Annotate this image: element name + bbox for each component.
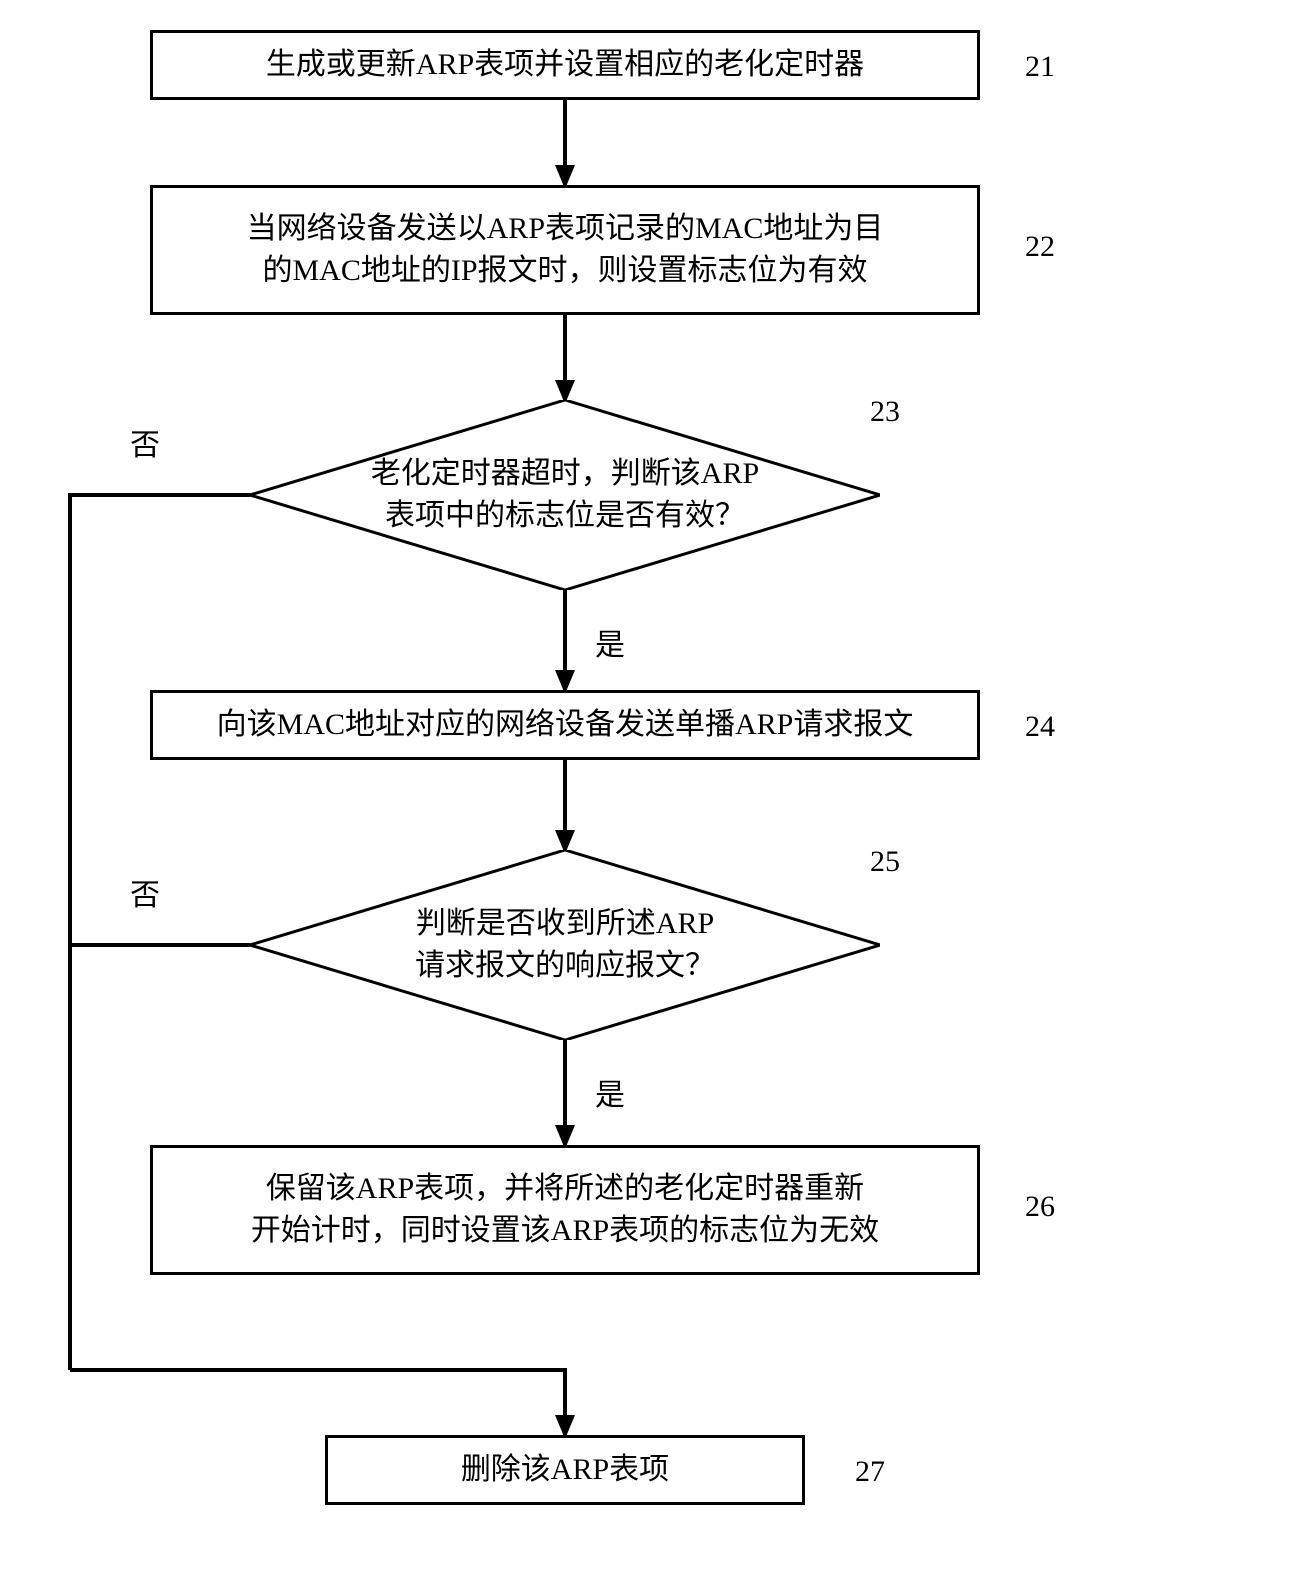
label-23-no: 否	[130, 420, 160, 464]
label-25-yes: 是	[595, 1070, 625, 1114]
node-25-text: 判断是否收到所述ARP请求报文的响应报文？	[415, 903, 715, 987]
node-22-text: 当网络设备发送以ARP表项记录的MAC地址为目的MAC地址的IP报文时，则设置标…	[247, 208, 884, 292]
node-26-text: 保留该ARP表项，并将所述的老化定时器重新开始计时，同时设置该ARP表项的标志位…	[251, 1168, 879, 1252]
flowchart: 生成或更新ARP表项并设置相应的老化定时器 21 当网络设备发送以ARP表项记录…	[0, 0, 1292, 1593]
node-24: 向该MAC地址对应的网络设备发送单播ARP请求报文	[150, 690, 980, 760]
step-num-22: 22	[1025, 230, 1055, 264]
step-num-27: 27	[855, 1455, 885, 1489]
label-25-no: 否	[130, 870, 160, 914]
step-num-24: 24	[1025, 710, 1055, 744]
step-num-25: 25	[870, 845, 900, 879]
label-23-yes: 是	[595, 620, 625, 664]
node-27-text: 删除该ARP表项	[461, 1449, 669, 1491]
node-22: 当网络设备发送以ARP表项记录的MAC地址为目的MAC地址的IP报文时，则设置标…	[150, 185, 980, 315]
node-26: 保留该ARP表项，并将所述的老化定时器重新开始计时，同时设置该ARP表项的标志位…	[150, 1145, 980, 1275]
node-23-text: 老化定时器超时，判断该ARP表项中的标志位是否有效？	[371, 453, 759, 537]
step-num-26: 26	[1025, 1190, 1055, 1224]
node-25: 判断是否收到所述ARP请求报文的响应报文？	[250, 850, 880, 1040]
node-21: 生成或更新ARP表项并设置相应的老化定时器	[150, 30, 980, 100]
node-21-text: 生成或更新ARP表项并设置相应的老化定时器	[266, 44, 864, 86]
node-24-text: 向该MAC地址对应的网络设备发送单播ARP请求报文	[217, 704, 914, 746]
step-num-21: 21	[1025, 50, 1055, 84]
step-num-23: 23	[870, 395, 900, 429]
node-23: 老化定时器超时，判断该ARP表项中的标志位是否有效？	[250, 400, 880, 590]
node-27: 删除该ARP表项	[325, 1435, 805, 1505]
